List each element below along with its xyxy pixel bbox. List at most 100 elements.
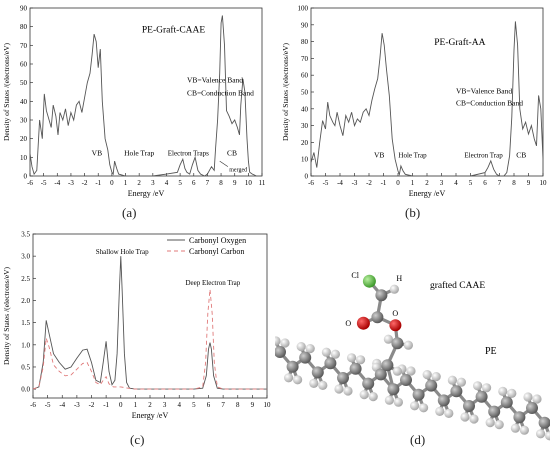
x-tick-label: 7 xyxy=(206,179,210,187)
x-axis-label: Energy /eV xyxy=(409,189,446,198)
x-tick-label: -6 xyxy=(27,179,33,187)
hydrogen-atom xyxy=(532,394,542,404)
panel-label-b: (b) xyxy=(405,205,421,220)
bonds xyxy=(274,280,550,437)
chart-a: -6 -5 -4 -3 -2 -1 0 1 2 3 4 5 6 7 8 9 10 11 0 10 20 30 40 50 60 7… xyxy=(2,5,266,199)
hydrogen-atom xyxy=(305,344,315,354)
x-tick-label: 2 xyxy=(148,401,152,409)
x-tick-label: 1 xyxy=(134,401,138,409)
hydrogen-atom xyxy=(422,370,432,380)
hydrogen-atom xyxy=(356,355,366,365)
x-tick-label: 7 xyxy=(498,179,502,187)
carbon-atom xyxy=(391,337,404,350)
hydrogen-atom xyxy=(444,408,454,418)
hydrogen-atom xyxy=(419,403,429,413)
x-tick-label: 7 xyxy=(221,401,225,409)
chart-title: PE-Graft-CAAE xyxy=(142,24,206,35)
oxygen-atom xyxy=(389,319,402,332)
x-tick-label: -5 xyxy=(323,179,329,187)
x-tick-label: -2 xyxy=(82,179,88,187)
annotation: VB xyxy=(374,151,384,160)
hydrogen-atom xyxy=(482,383,492,393)
x-tick-label: -3 xyxy=(352,179,358,187)
annotation: Shallow Hole Trap xyxy=(96,248,149,256)
hydrogen-atom xyxy=(431,372,441,382)
x-tick-label: -1 xyxy=(95,179,101,187)
y-tick-label: 0.0 xyxy=(21,386,30,394)
carbon-atom xyxy=(463,400,475,412)
x-tick-label: 6 xyxy=(483,179,487,187)
hydrogen-atom xyxy=(383,334,393,344)
hydrogen-atom xyxy=(523,392,533,402)
hydrogen-atom xyxy=(309,378,319,388)
hydrogen-atom xyxy=(293,375,303,385)
chlorine-atom xyxy=(362,274,376,288)
y-tick-label: 1.5 xyxy=(21,319,30,327)
graft-label: grafted CAAE xyxy=(430,280,485,291)
y-tick-label: 10 xyxy=(20,154,28,162)
hydrogen-atom xyxy=(284,373,294,383)
annotation: VB=Valence Band xyxy=(187,76,243,85)
y-tick-label: 0 xyxy=(305,173,309,181)
x-tick-label: 5 xyxy=(192,401,196,409)
x-tick-label: -3 xyxy=(74,401,80,409)
hydrogen-atom xyxy=(392,366,402,376)
hydrogen-atom xyxy=(334,384,344,394)
series-line-1 xyxy=(32,289,267,390)
carbon-atom xyxy=(324,357,337,370)
x-tick-label: -4 xyxy=(59,401,65,409)
x-tick-label: 3 xyxy=(151,179,155,187)
x-tick-label: 2 xyxy=(425,179,429,187)
chart-title: PE-Graft-AA xyxy=(434,37,485,48)
x-tick-label: -4 xyxy=(337,179,343,187)
hydrogen-atom xyxy=(271,336,281,346)
annotation: Deep Electron Trap xyxy=(185,279,240,287)
y-axis-label: Density of States /(electrons/eV) xyxy=(281,42,290,141)
y-tick-label: 70 xyxy=(20,42,28,50)
carbon-atom xyxy=(513,411,526,424)
y-tick-label: 60 xyxy=(20,61,28,69)
hydrogen-atom xyxy=(519,425,529,435)
atom-label-h: H xyxy=(396,274,402,283)
y-tick-label: 80 xyxy=(20,23,28,31)
x-tick-label: 10 xyxy=(245,179,253,187)
y-tick-label: 50 xyxy=(301,89,309,97)
y-tick-label: 90 xyxy=(301,21,309,29)
hydrogen-atom xyxy=(403,340,413,350)
hydrogen-atom xyxy=(545,431,550,441)
panel-label-c: (c) xyxy=(130,432,145,447)
y-tick-label: 3.5 xyxy=(21,231,30,239)
panel-b: -6 -5 -4 -3 -2 -1 0 1 2 3 4 5 6 7 8 9 10 0 10 20 30 40 50 60 70 8… xyxy=(279,0,550,222)
x-axis-label: Energy /eV xyxy=(128,189,165,198)
carbon-atom xyxy=(538,416,550,429)
hydrogen-atom xyxy=(498,386,508,396)
hydrogen-atom xyxy=(321,347,331,357)
x-tick-label: -5 xyxy=(41,179,47,187)
x-tick-label: 8 xyxy=(512,179,516,187)
annotation: CB=Conduction Band xyxy=(187,89,254,98)
carbon-atom xyxy=(274,346,286,358)
x-tick-label: 9 xyxy=(527,179,531,187)
x-tick-label: 0 xyxy=(119,401,123,409)
panel-label-a: (a) xyxy=(122,205,137,220)
annotation: VB xyxy=(92,148,102,157)
y-tick-label: 100 xyxy=(298,5,309,13)
x-tick-label: 2 xyxy=(137,179,141,187)
x-tick-label: -3 xyxy=(68,179,74,187)
x-tick-label: 10 xyxy=(540,179,548,187)
carbon-atom xyxy=(488,405,501,418)
carbon-atom xyxy=(299,351,312,364)
y-tick-label: 0 xyxy=(24,173,28,181)
x-tick-label: -5 xyxy=(45,401,51,409)
annotation: merged xyxy=(229,167,247,173)
hydrogen-atom xyxy=(406,366,416,376)
hydrogen-atom xyxy=(456,377,466,387)
hydrogen-atom xyxy=(507,388,517,398)
y-tick-label: 40 xyxy=(301,105,309,113)
hydrogen-atom xyxy=(435,406,445,416)
x-tick-label: -4 xyxy=(54,179,60,187)
carbon-atom xyxy=(311,366,324,379)
x-tick-label: -1 xyxy=(103,401,109,409)
